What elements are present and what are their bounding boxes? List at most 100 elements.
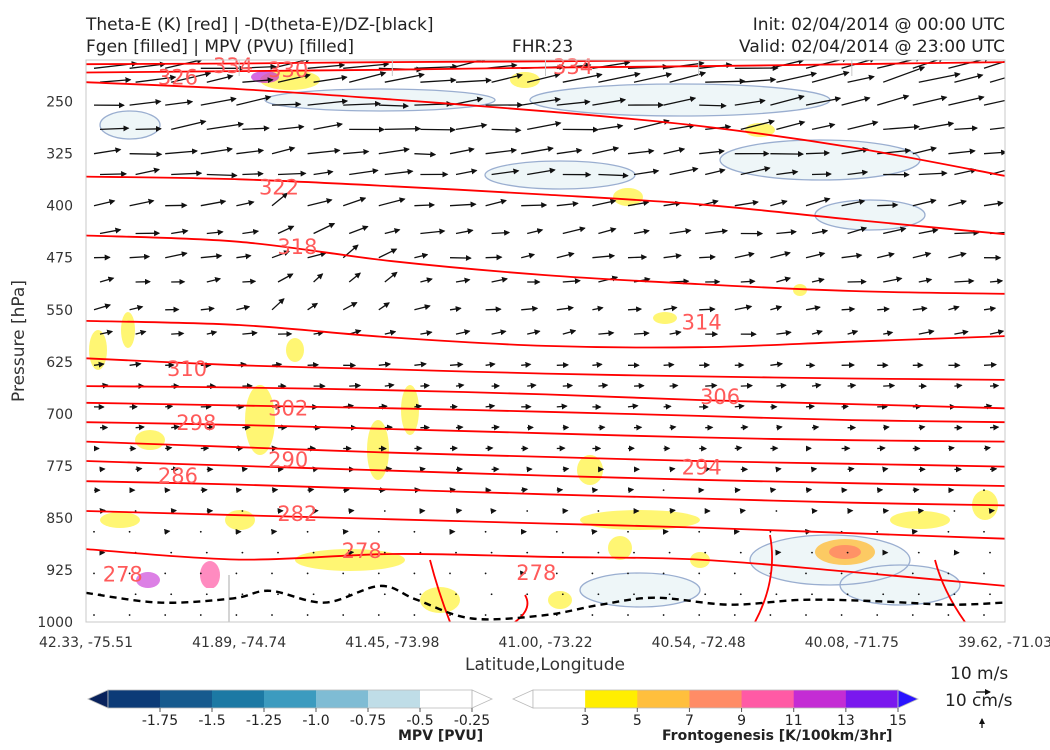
wind-vector: [912, 146, 937, 155]
wind-vector: [420, 330, 433, 336]
wind-vector: [847, 120, 879, 131]
wind-vector: [384, 125, 422, 132]
wind-vector: [989, 278, 1004, 285]
wind-vector: [206, 172, 238, 179]
wind-vector: [521, 487, 529, 494]
wind-vector: [598, 172, 629, 179]
wind-vector: [989, 593, 991, 596]
fgen-colorbar-swatch: [741, 690, 795, 708]
y-tick-label: 700: [46, 407, 73, 423]
wind-vector: [954, 229, 980, 236]
wind-vector: [134, 593, 137, 596]
mpv-colorbar-min-extend: [87, 689, 109, 709]
wind-vector: [918, 227, 939, 235]
wind-vector: [313, 74, 348, 83]
wind-vector: [846, 551, 849, 554]
wind-vector: [918, 424, 926, 431]
wind-vector: [556, 147, 583, 155]
wind-vector: [846, 593, 849, 596]
wind-vector: [556, 487, 564, 494]
wind-vector: [983, 530, 985, 533]
wind-vector: [734, 304, 753, 311]
wind-vector: [307, 362, 320, 369]
wind-vector: [93, 147, 122, 155]
wind-vector: [948, 305, 960, 312]
filled-fields-layer: [89, 70, 998, 622]
wind-vector: [805, 403, 815, 410]
theta-e-contour-306: [86, 385, 1005, 410]
theta-e-contour-314: [86, 320, 1005, 349]
wind-vector: [876, 530, 879, 533]
wind-vector: [349, 382, 362, 389]
mpv-colorbar-tick-label: -1.5: [198, 713, 225, 729]
wind-vector: [384, 329, 397, 336]
wind-vector: [669, 329, 682, 336]
wind-vector: [349, 168, 379, 176]
wind-vector: [698, 530, 701, 533]
wind-vector: [877, 252, 895, 259]
wind-vector: [419, 551, 422, 554]
wind-vector: [954, 73, 984, 83]
wind-vector: [170, 551, 173, 554]
wind-vector: [633, 593, 635, 596]
wind-vector: [917, 593, 920, 596]
wind-vector: [592, 361, 603, 368]
title-line-2: Fgen [filled] | MPV (PVU) [filled]: [86, 37, 355, 57]
wind-vector: [740, 119, 775, 131]
wind-vector: [165, 445, 173, 452]
wind-vector: [883, 382, 896, 389]
mpv-colorbar-swatch: [368, 690, 421, 708]
wind-vector: [776, 424, 783, 431]
x-tick-label: 40.54, -72.48: [652, 635, 746, 651]
mpv-colorbar-tick-label: -1.75: [142, 713, 178, 729]
wind-vector: [383, 510, 386, 512]
wind-vector: [556, 403, 568, 410]
mpv-contour: [749, 534, 911, 586]
colorbars: -1.75 -1.5 -1.25 -1.0 -0.75 -0.5 -0.25 3 5 7 9 11 13…: [87, 689, 991, 729]
contour-label: 326: [158, 66, 198, 90]
wind-vector: [983, 614, 985, 616]
frontogenesis-fill: [613, 188, 643, 206]
wind-vector: [420, 277, 433, 284]
wind-vector: [591, 528, 598, 535]
wind-vector: [342, 614, 345, 616]
wind-vector: [165, 251, 188, 259]
wind-vector: [171, 71, 212, 83]
wind-vector: [242, 330, 258, 337]
wind-vector: [734, 251, 755, 259]
wind-vector: [769, 614, 772, 616]
wind-vector: [740, 424, 749, 431]
wind-vector: [882, 66, 926, 83]
wind-vector: [847, 169, 869, 176]
mpv-colorbar-swatch: [316, 690, 369, 708]
wind-vector: [490, 593, 493, 596]
frontogenesis-fill: [401, 385, 419, 435]
wind-vector: [983, 99, 1005, 106]
wind-vector: [449, 201, 477, 208]
wind-vector: [491, 168, 520, 176]
wind-vector: [236, 148, 265, 155]
wind-vector: [205, 551, 208, 554]
wind-vector: [983, 489, 985, 492]
wind-vector: [562, 466, 570, 473]
wind-vector: [277, 551, 279, 554]
wind-vector: [384, 424, 393, 431]
wind-vector: [449, 572, 451, 575]
wind-vector: [420, 77, 457, 84]
wind-vector: [348, 272, 361, 283]
wind-vector: [170, 508, 177, 515]
wind-vector: [343, 487, 350, 494]
wind-vector: [911, 572, 914, 575]
mpv-colorbar-tick-label: -0.5: [406, 713, 433, 729]
mpv-contour: [99, 110, 161, 140]
wind-vector: [419, 593, 422, 596]
wind-vector: [200, 96, 237, 106]
contour-label: 282: [277, 502, 317, 526]
wind-vector: [734, 445, 743, 452]
wind-vector: [485, 147, 518, 155]
wind-vector: [805, 614, 807, 616]
mpv-shaded-region: [100, 111, 160, 139]
wind-vector: [953, 593, 956, 596]
wind-vector: [775, 510, 778, 512]
wind-vector: [271, 298, 285, 311]
